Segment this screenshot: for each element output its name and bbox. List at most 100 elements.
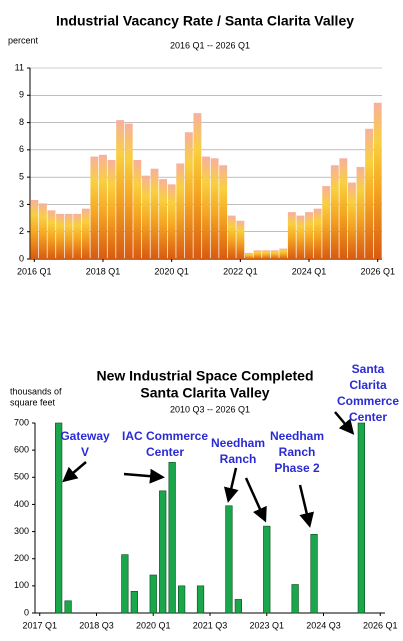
- bar: [357, 422, 365, 614]
- bar: [141, 175, 150, 259]
- y-tick-label: 6: [19, 144, 24, 154]
- bar: [287, 212, 296, 259]
- y-tick-label: 11: [15, 62, 24, 72]
- bar: [64, 600, 72, 614]
- bar: [244, 252, 253, 259]
- x-tick-label: 2021 Q3: [193, 620, 228, 630]
- bar: [124, 123, 133, 260]
- x-tick-label: 2018 Q3: [79, 620, 114, 630]
- bar: [291, 584, 299, 614]
- y-tick-label: 600: [14, 445, 29, 455]
- chart-title: Industrial Vacancy Rate / Santa Clarita …: [56, 13, 354, 29]
- bar: [339, 158, 348, 259]
- bar: [30, 199, 39, 259]
- bar: [210, 158, 219, 259]
- y-tick-label: 0: [19, 253, 24, 263]
- bar: [116, 120, 125, 259]
- chart-title: Santa Clarita Valley: [140, 385, 269, 401]
- y-tick-label: 400: [14, 499, 29, 509]
- x-tick-label: 2026 Q1: [363, 620, 398, 630]
- bar: [227, 215, 236, 259]
- annotation: Needham: [270, 429, 324, 443]
- annotation: Santa: [352, 362, 385, 376]
- bar: [262, 250, 271, 259]
- bar: [313, 208, 322, 259]
- bar: [279, 248, 288, 259]
- bar: [225, 505, 233, 614]
- bar: [150, 168, 159, 259]
- annotation: IAC Commerce: [122, 429, 208, 443]
- y-tick-label: 700: [14, 417, 29, 427]
- bar: [47, 210, 56, 259]
- arrows: [62, 411, 355, 528]
- bar: [365, 128, 374, 259]
- annotation: Phase 2: [274, 461, 320, 475]
- bar: [184, 132, 193, 259]
- x-tick-label: 2020 Q1: [154, 266, 189, 276]
- bar: [55, 422, 63, 614]
- y-tick-label: 300: [14, 526, 29, 536]
- bar: [348, 182, 356, 259]
- y-tick-label: 8: [19, 117, 24, 127]
- bar: [99, 154, 107, 259]
- bar: [196, 585, 205, 614]
- x-tick-label: 2023 Q1: [249, 620, 284, 630]
- bar: [219, 165, 228, 259]
- bar: [236, 220, 245, 259]
- annotation: Ranch: [220, 452, 257, 466]
- x-tick-label: 2026 Q1: [360, 266, 395, 276]
- bar: [356, 166, 365, 259]
- bar: [167, 184, 176, 259]
- bar: [373, 102, 382, 260]
- annotation: Center: [349, 410, 387, 424]
- y-tick-label: 3: [19, 199, 24, 209]
- x-tick-label: 2020 Q1: [136, 620, 171, 630]
- y-tick-label: 100: [14, 580, 29, 590]
- y-axis-label: thousands of: [10, 386, 62, 396]
- bar: [253, 250, 262, 259]
- bar: [149, 574, 157, 614]
- y-tick-label: 200: [14, 553, 29, 563]
- chart-subtitle: 2016 Q1 -- 2026 Q1: [170, 40, 250, 50]
- x-tick-label: 2018 Q1: [86, 266, 121, 276]
- bar: [178, 585, 186, 614]
- bar: [263, 525, 271, 614]
- annotation: Ranch: [279, 445, 316, 459]
- x-tick-label: 2024 Q3: [306, 620, 341, 630]
- bar: [330, 165, 339, 259]
- chart-subtitle: 2010 Q3 -- 2026 Q1: [170, 404, 250, 414]
- bar: [73, 213, 82, 259]
- bar: [38, 203, 47, 259]
- bar: [202, 156, 210, 259]
- x-tick-label: 2017 Q1: [22, 620, 57, 630]
- bar: [56, 213, 64, 259]
- bar: [234, 599, 242, 614]
- bar: [107, 160, 116, 259]
- y-axis-label: square feet: [10, 397, 56, 407]
- y-tick-label: 500: [14, 472, 29, 482]
- annotation: Center: [146, 445, 184, 459]
- bar: [193, 113, 202, 260]
- y-tick-label: 0: [24, 607, 29, 617]
- x-tick-label: 2016 Q1: [17, 266, 52, 276]
- y-axis-label: percent: [8, 35, 39, 45]
- annotation: V: [81, 445, 89, 459]
- bar: [305, 212, 313, 259]
- bar: [310, 533, 318, 614]
- x-tick-label: 2024 Q1: [292, 266, 327, 276]
- annotation: Clarita: [349, 378, 387, 392]
- bar: [159, 490, 167, 614]
- annotation: Needham: [211, 436, 265, 450]
- bar: [322, 186, 331, 259]
- bar: [270, 250, 279, 259]
- bar: [81, 208, 90, 259]
- bar: [133, 160, 142, 259]
- y-tick-label: 5: [19, 172, 24, 182]
- bar: [176, 163, 185, 259]
- bar: [130, 590, 138, 614]
- chart-title: New Industrial Space Completed: [96, 368, 313, 384]
- bar: [168, 462, 176, 614]
- bar: [159, 179, 168, 259]
- y-tick-label: 9: [19, 90, 24, 100]
